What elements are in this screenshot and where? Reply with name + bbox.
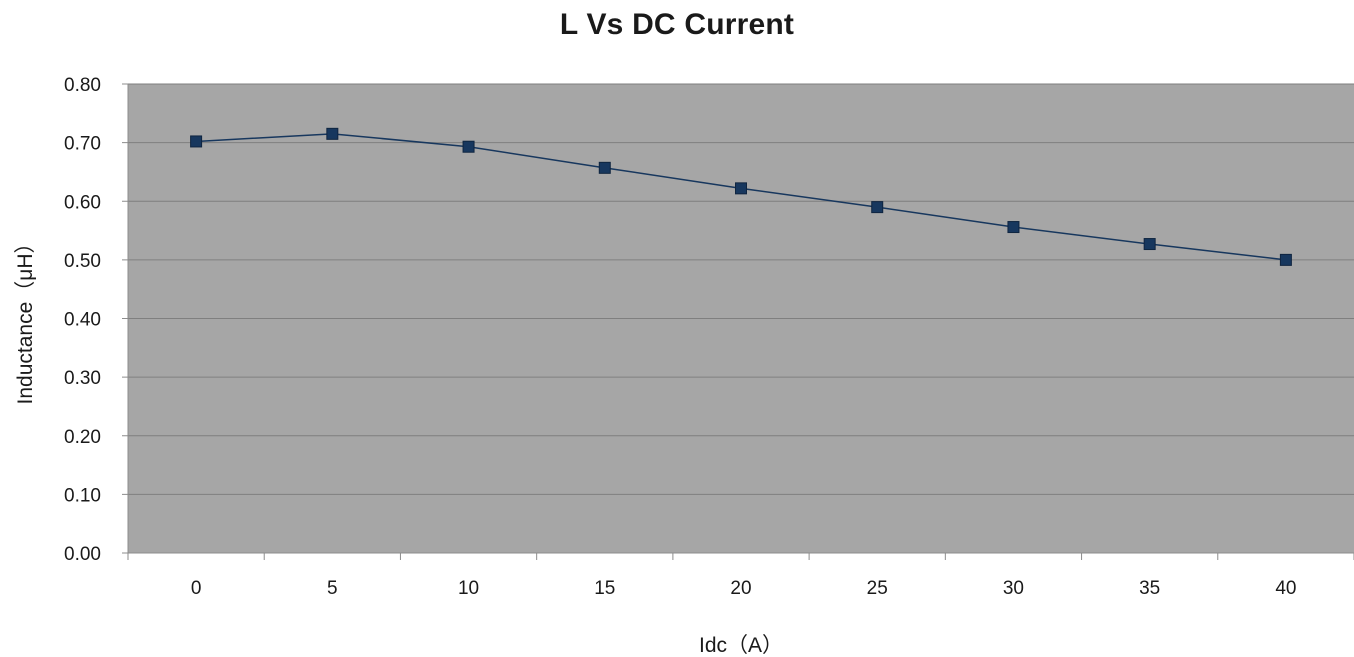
x-tick-label: 40: [1275, 578, 1296, 599]
y-tick-label: 0.20: [64, 427, 101, 448]
data-point: [871, 201, 884, 214]
data-point: [1007, 221, 1020, 234]
data-point: [462, 140, 475, 153]
y-tick-label: 0.50: [64, 251, 101, 272]
chart-title: L Vs DC Current: [559, 8, 795, 41]
data-point: [1279, 253, 1292, 266]
y-tick-label: 0.40: [64, 310, 101, 331]
data-point: [735, 182, 747, 195]
y-tick-label: 0.00: [64, 544, 101, 565]
y-tick-label: 0.60: [64, 192, 101, 213]
data-point: [1143, 238, 1156, 251]
data-point: [598, 161, 611, 174]
x-tick-label: 10: [458, 578, 479, 599]
x-tick-label: 35: [1139, 578, 1160, 599]
y-tick-label: 0.30: [64, 368, 101, 389]
x-tick-label: 0: [191, 578, 202, 599]
y-tick-labels: 0.00 0.10 0.20 0.30 0.40 0.50 0.60 0.70 0.80: [64, 75, 101, 565]
x-tick-label: 25: [867, 578, 888, 599]
x-tick-labels: 0 5 10 15 20 25 30 35 40: [191, 578, 1297, 599]
x-tick-label: 5: [327, 578, 338, 599]
x-tick-label: 15: [594, 578, 615, 599]
gridlines: [128, 83, 1354, 495]
data-point: [326, 127, 339, 140]
y-tick-label: 0.10: [64, 485, 101, 506]
y-tick-label: 0.80: [64, 75, 101, 96]
y-axis-title: Inductance（μH）: [14, 232, 37, 404]
series: [190, 127, 1292, 266]
x-tick-label: 30: [1003, 578, 1024, 599]
y-tick-label: 0.70: [64, 134, 101, 155]
x-tick-label: 20: [730, 578, 751, 599]
x-axis-title: Idc（A）: [699, 634, 783, 657]
axes: [122, 83, 1354, 560]
data-point: [190, 135, 203, 148]
